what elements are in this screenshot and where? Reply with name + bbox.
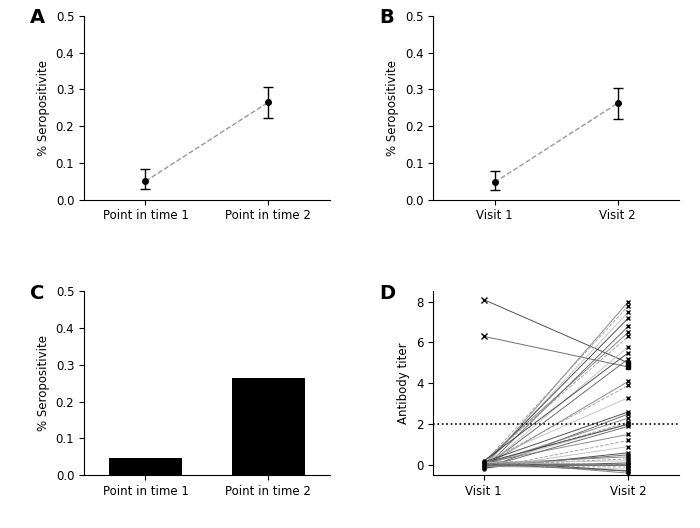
Y-axis label: % Seropositivite: % Seropositivite (386, 60, 399, 156)
Text: D: D (379, 284, 396, 303)
Bar (232, 378, 305, 475)
Y-axis label: Antibody titer: Antibody titer (398, 343, 410, 424)
Text: A: A (30, 8, 45, 27)
Bar (108, 458, 182, 475)
Text: C: C (30, 284, 44, 303)
Text: B: B (379, 8, 394, 27)
Y-axis label: % Seropositivite: % Seropositivite (37, 60, 50, 156)
Y-axis label: % Seropositivite: % Seropositivite (37, 335, 50, 431)
